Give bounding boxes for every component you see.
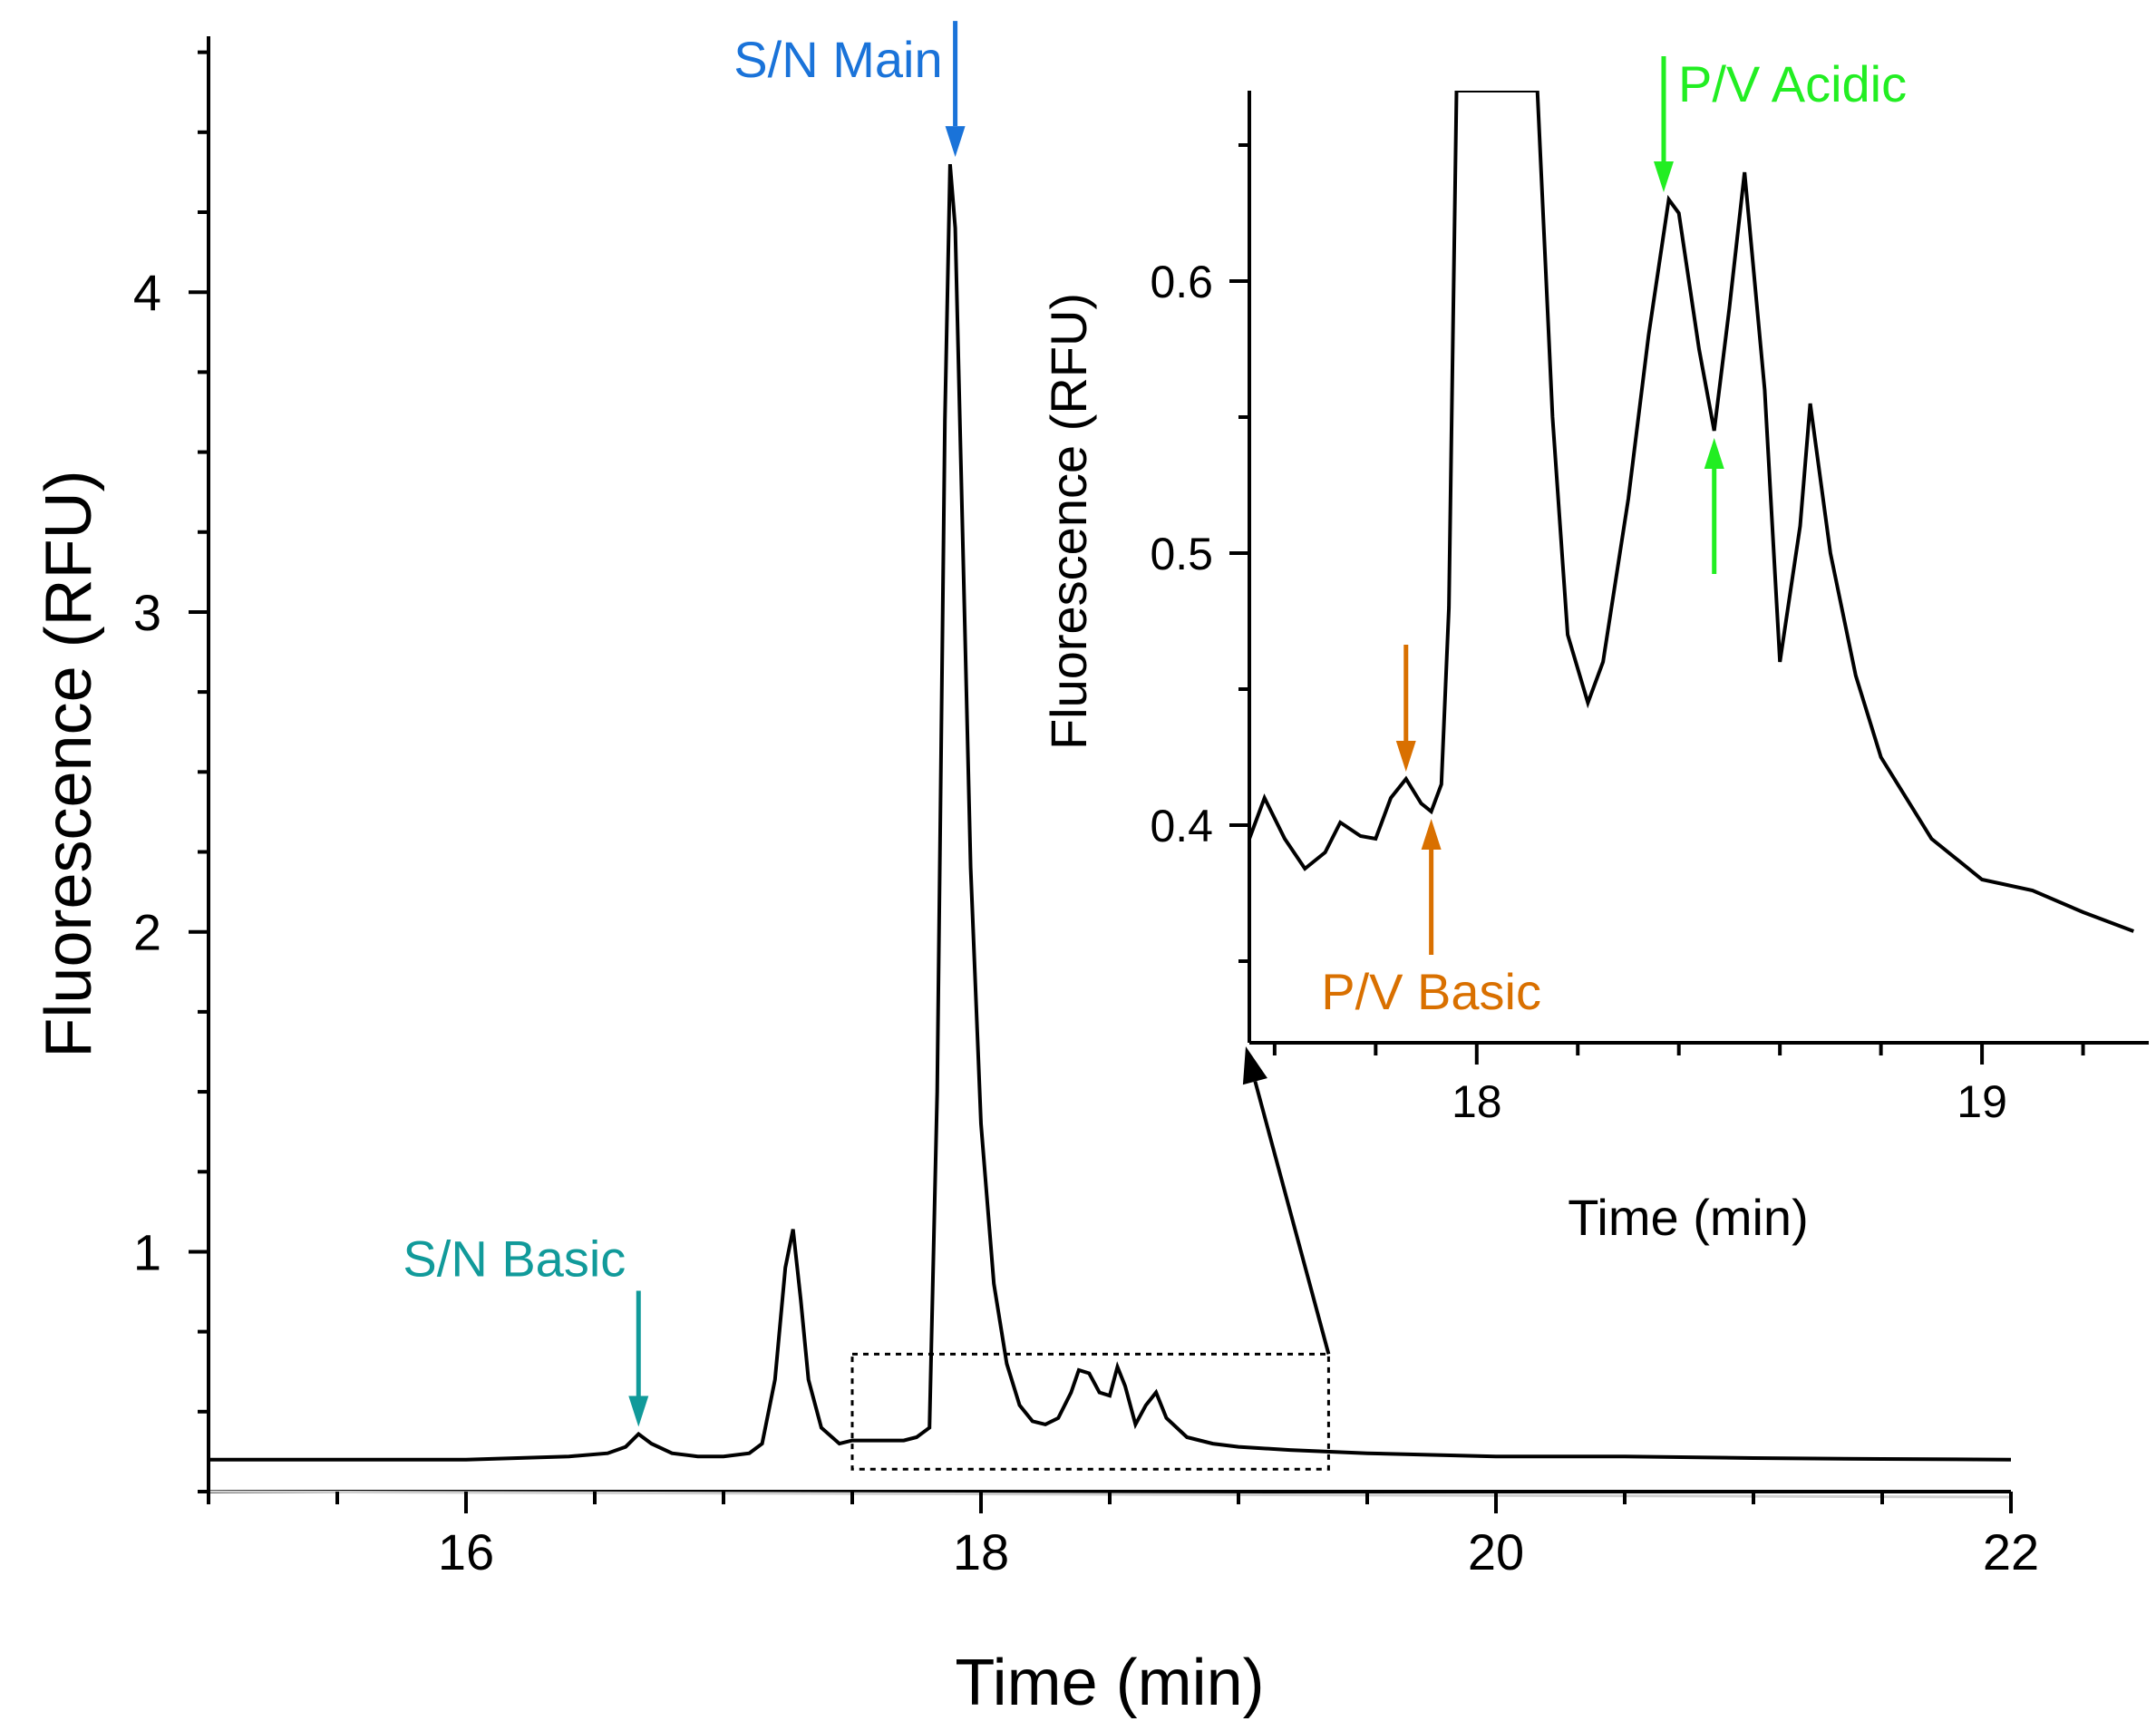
inset-x-tick-label: 18 xyxy=(1452,1076,1502,1127)
main-annotation-label: S/N Main xyxy=(733,31,942,88)
zoom-arrow-head xyxy=(1242,1046,1267,1085)
main-axes: 16 18 20 22 1 2 3 4 xyxy=(133,36,2039,1580)
inset-annotations: P/V Acidic P/V Basic xyxy=(1321,55,1907,1020)
main-series-line xyxy=(209,163,2012,1462)
main-y-tick-label: 2 xyxy=(133,904,161,961)
inset-y-axis-label: Fluorescence (RFU) xyxy=(1040,293,1097,750)
inset-y-tick-label: 0.6 xyxy=(1150,257,1213,307)
inset-annotation-arrow-head xyxy=(1653,161,1674,192)
main-annotation-arrow-head xyxy=(945,126,966,158)
inset-annotation-arrow-head xyxy=(1421,819,1442,850)
inset-annotation-arrow-head xyxy=(1704,438,1724,469)
main-annotation-arrow-head xyxy=(628,1395,649,1427)
main-y-axis-label: Fluorescence (RFU) xyxy=(33,470,105,1057)
main-y-tick-label: 1 xyxy=(133,1223,161,1280)
main-x-tick-label: 16 xyxy=(438,1523,494,1580)
zoom-box xyxy=(850,1352,1330,1471)
inset-y-tick-label: 0.4 xyxy=(1150,801,1213,851)
inset-axes: 18 19 0.4 0.5 0.6 xyxy=(1150,91,2149,1127)
main-annotations: S/N Main S/N Basic xyxy=(403,21,966,1427)
zoom-arrow xyxy=(1253,1081,1331,1355)
inset-background xyxy=(1249,82,2156,1043)
inset-x-tick-label: 19 xyxy=(1957,1076,2007,1127)
main-y-tick-label: 3 xyxy=(133,584,161,641)
main-chart: S/N Main S/N Basic 16 18 20 22 1 2 3 4 Time (min… xyxy=(33,21,2039,1719)
inset-series-line xyxy=(1249,91,2135,933)
inset-y-tick-label: 0.5 xyxy=(1150,529,1213,579)
main-annotation-label: S/N Basic xyxy=(403,1230,626,1288)
main-x-tick-label: 22 xyxy=(1983,1523,2039,1580)
inset-annotation-label: P/V Basic xyxy=(1321,963,1541,1020)
main-x-axis-label: Time (min) xyxy=(955,1647,1264,1719)
inset-annotation-arrow-head xyxy=(1395,741,1416,772)
main-y-tick-label: 4 xyxy=(133,264,161,321)
inset-chart: P/V Acidic P/V Basic 18 19 0.4 0.5 0.6 Time (… xyxy=(1040,55,2156,1246)
main-x-tick-label: 18 xyxy=(953,1523,1009,1580)
inset-x-axis-label: Time (min) xyxy=(1568,1189,1808,1246)
inset-annotation-label: P/V Acidic xyxy=(1678,55,1907,112)
main-x-tick-label: 20 xyxy=(1468,1523,1524,1580)
